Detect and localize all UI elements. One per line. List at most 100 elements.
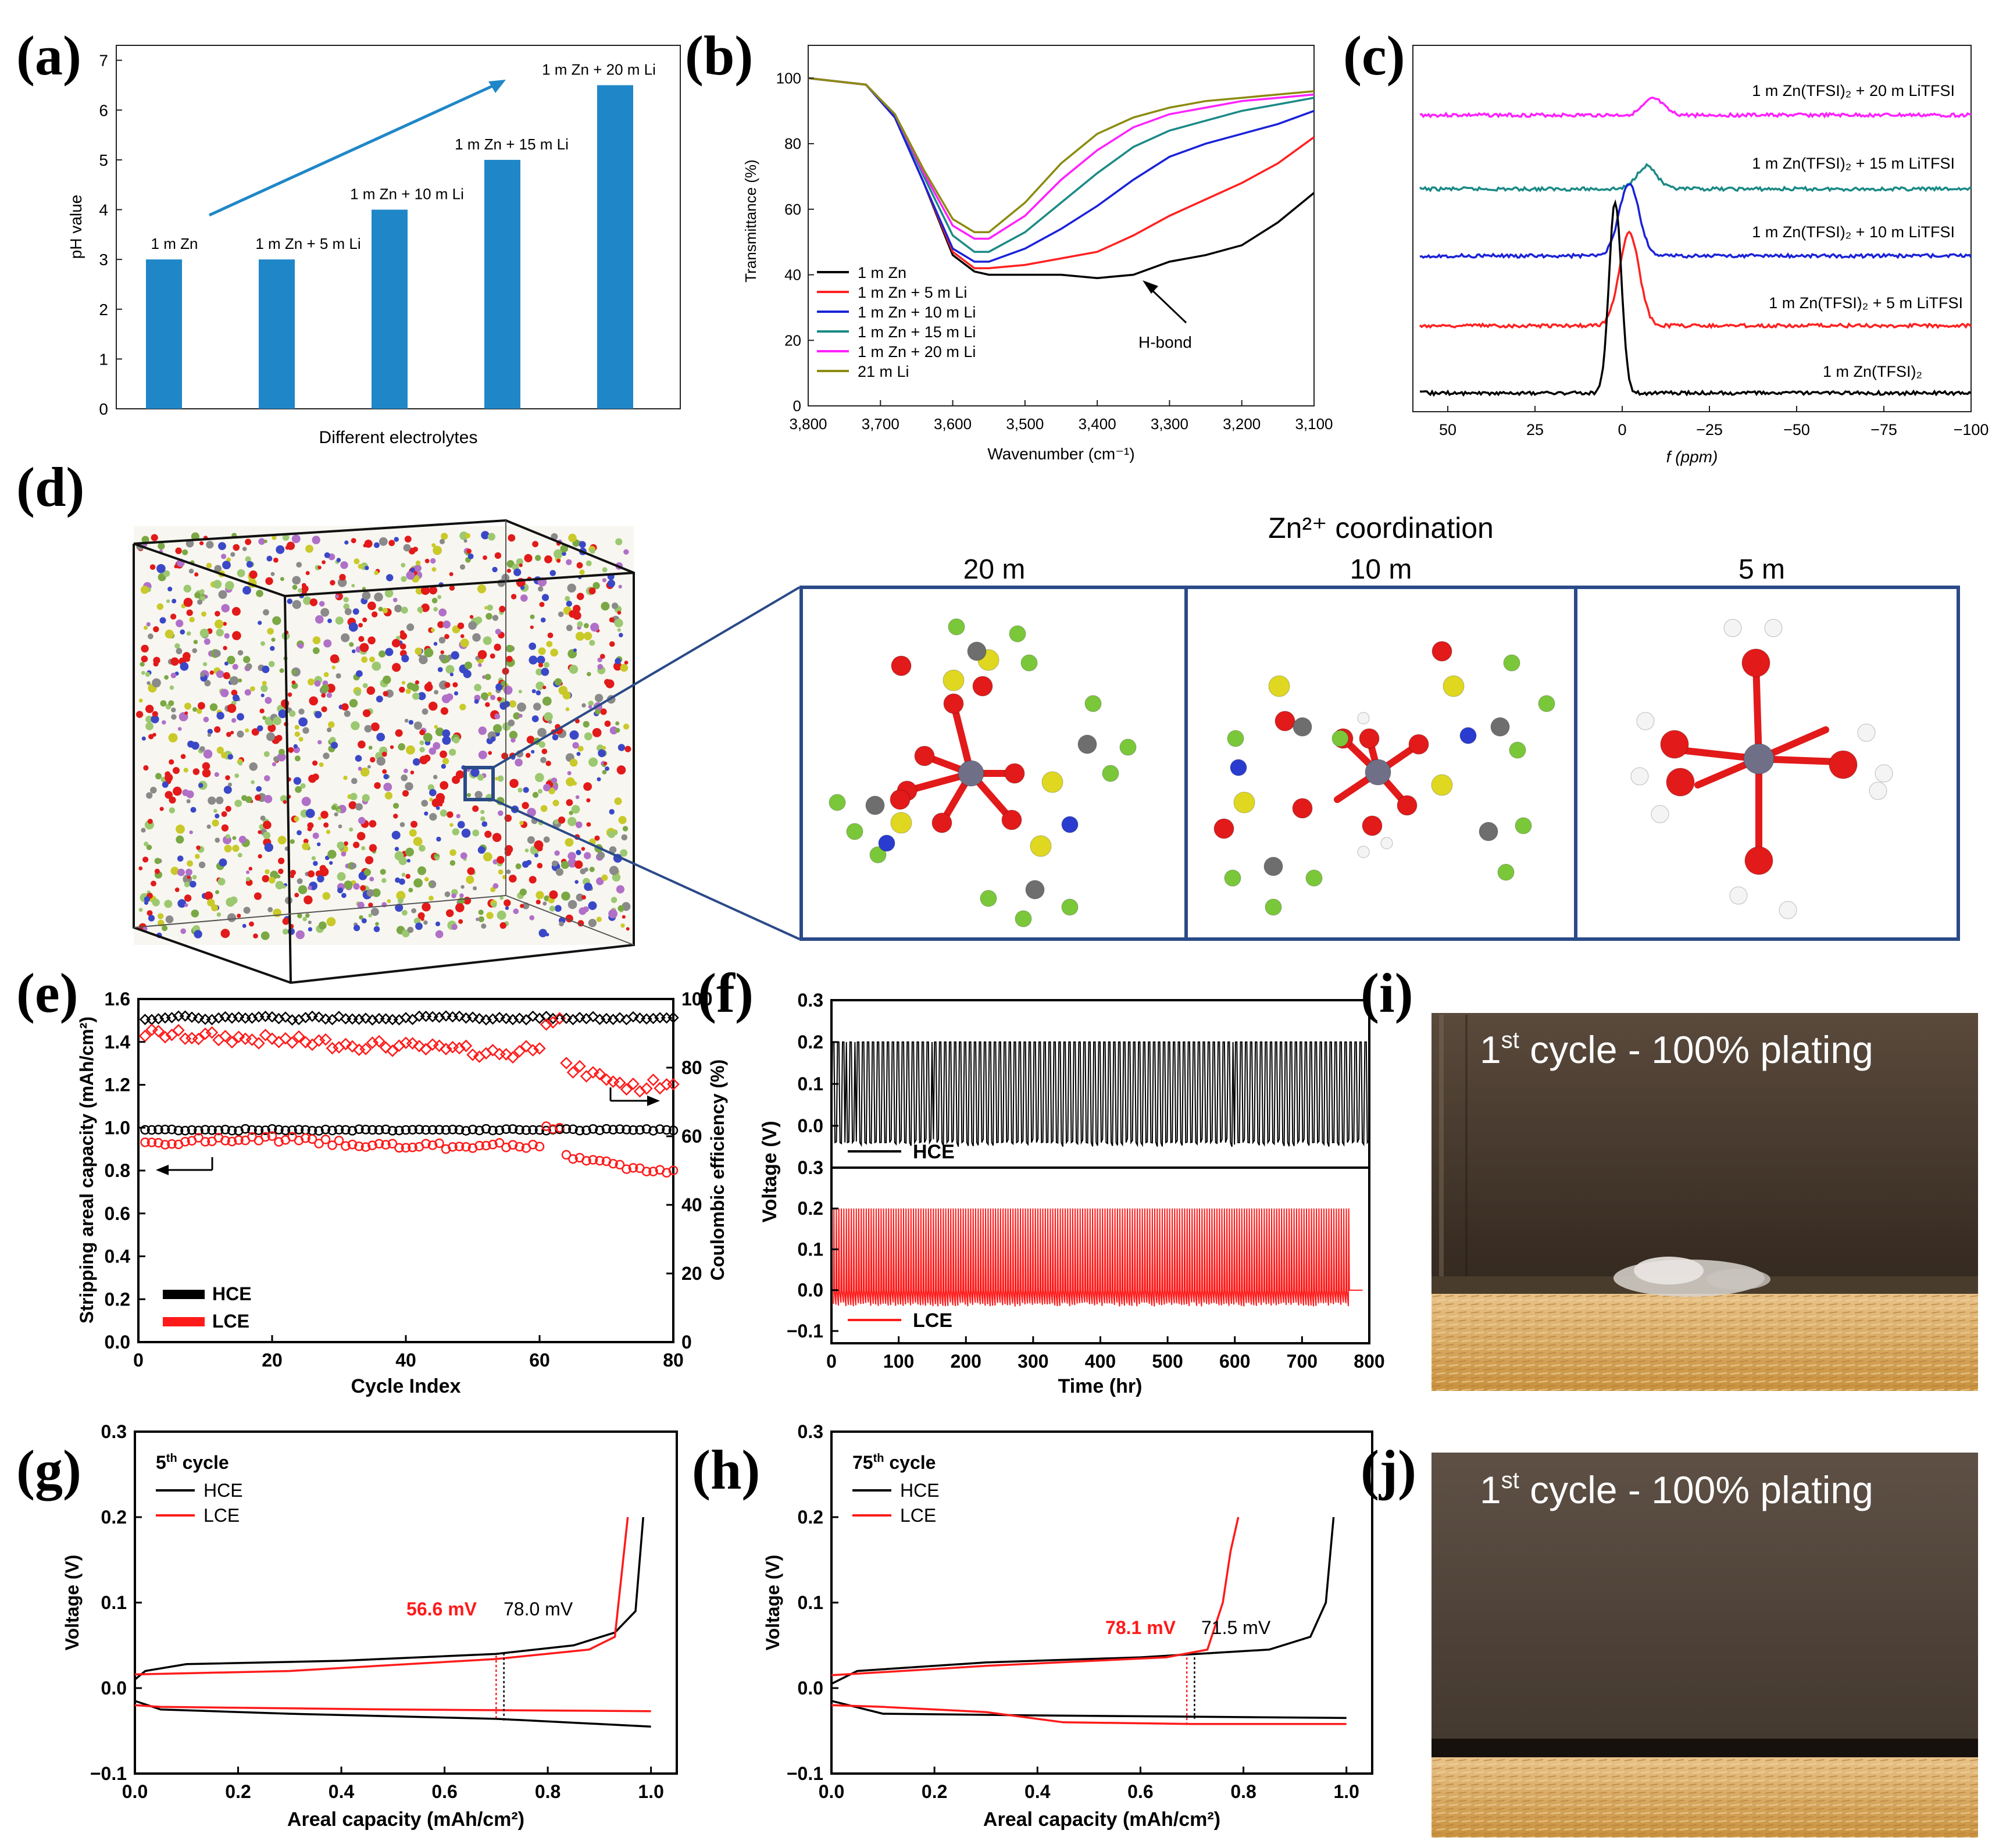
chart-e-legend: HCE LCE (163, 1283, 252, 1332)
legend-f-hce: HCE (913, 1141, 955, 1163)
md-atom (595, 709, 600, 715)
md-atom (330, 654, 339, 663)
molecule-atom (1491, 718, 1509, 736)
md-atom (297, 878, 303, 884)
md-atom (227, 914, 236, 922)
md-atom (269, 661, 275, 668)
md-atom (529, 643, 536, 650)
md-atom (442, 758, 449, 764)
chart-b-xlabel: Wavenumber (cm⁻¹) (987, 445, 1134, 463)
chart-a-bar-label: 1 m Zn + 20 m Li (542, 60, 656, 78)
molecule-atom (891, 656, 911, 676)
md-atom (223, 646, 227, 650)
md-atom (602, 746, 606, 750)
md-atom (361, 846, 365, 850)
md-atom (437, 595, 441, 599)
md-atom (595, 694, 603, 702)
md-atom (329, 861, 333, 865)
md-atom (265, 869, 270, 875)
md-atom (459, 893, 464, 898)
chart-b-xtick-label: 3,600 (934, 415, 972, 433)
md-atom (319, 762, 324, 767)
md-atom (576, 850, 581, 855)
md-atom (355, 755, 362, 762)
md-atom (586, 798, 590, 802)
md-atom (506, 656, 512, 662)
md-atom (337, 872, 346, 881)
md-atom (406, 874, 410, 879)
chart-e-y2tick-label: 100 (681, 989, 712, 1009)
md-atom (429, 702, 438, 711)
md-atom (210, 703, 217, 711)
molecule-atom (1102, 765, 1119, 782)
md-atom (507, 569, 511, 573)
md-atom (460, 634, 465, 638)
md-atom (194, 572, 198, 576)
md-atom (619, 816, 627, 824)
ytick-label: 0.3 (101, 1421, 127, 1442)
md-atom (335, 595, 339, 598)
chart-b-xtick-label: 3,700 (862, 415, 899, 433)
md-atom (289, 711, 295, 717)
md-atom (256, 590, 263, 597)
md-atom (184, 882, 190, 887)
md-atom (358, 636, 364, 642)
md-atom (458, 623, 464, 629)
md-atom (598, 749, 606, 757)
md-atom (305, 545, 313, 553)
md-atom (176, 619, 183, 627)
md-atom (404, 769, 408, 773)
md-atom (337, 887, 343, 893)
chart-a-bar-label: 1 m Zn + 15 m Li (455, 135, 569, 153)
md-atom (460, 564, 465, 569)
md-atom (485, 702, 490, 707)
md-atom (153, 626, 159, 632)
chart-b-xtick-label: 3,800 (789, 415, 827, 433)
molecule-atom (1365, 759, 1391, 785)
legend-g-hce: HCE (204, 1480, 243, 1501)
md-atom (376, 733, 385, 741)
md-atom (435, 856, 440, 861)
chart-e-xtick-label: 0 (133, 1350, 144, 1371)
md-atom (374, 782, 381, 789)
md-atom (299, 737, 304, 741)
md-atom (605, 720, 611, 727)
md-atom (215, 814, 219, 818)
md-atom (363, 709, 371, 718)
md-atom (442, 620, 451, 629)
md-atom (315, 615, 324, 624)
md-atom (145, 722, 153, 730)
md-atom (550, 570, 556, 576)
md-atom (216, 629, 224, 636)
md-atom (377, 757, 385, 765)
md-atom (543, 784, 551, 791)
md-atom (526, 753, 531, 758)
md-atom (498, 869, 504, 875)
md-atom (615, 797, 622, 805)
md-atom (232, 845, 239, 852)
md-atom (257, 725, 263, 732)
md-atom (529, 915, 534, 921)
md-atom (222, 561, 231, 569)
md-atom (544, 712, 552, 721)
molecule-atom (890, 790, 910, 809)
md-atom (148, 819, 153, 824)
md-atom (321, 684, 329, 693)
hce-discharge-curve (135, 1701, 651, 1726)
md-atom (136, 711, 143, 718)
molecule-atom (1443, 676, 1464, 697)
md-atom (602, 578, 606, 582)
simulation-box (134, 520, 799, 983)
md-atom (308, 921, 312, 924)
md-atom (320, 811, 329, 819)
md-atom (438, 667, 443, 672)
md-atom (411, 684, 419, 692)
molecule-atom (1358, 712, 1369, 724)
md-atom (242, 547, 247, 551)
md-atom (401, 775, 408, 782)
md-atom (250, 686, 255, 691)
md-atom (542, 594, 549, 601)
md-atom (199, 541, 204, 545)
md-atom (145, 672, 150, 677)
md-atom (587, 822, 591, 827)
